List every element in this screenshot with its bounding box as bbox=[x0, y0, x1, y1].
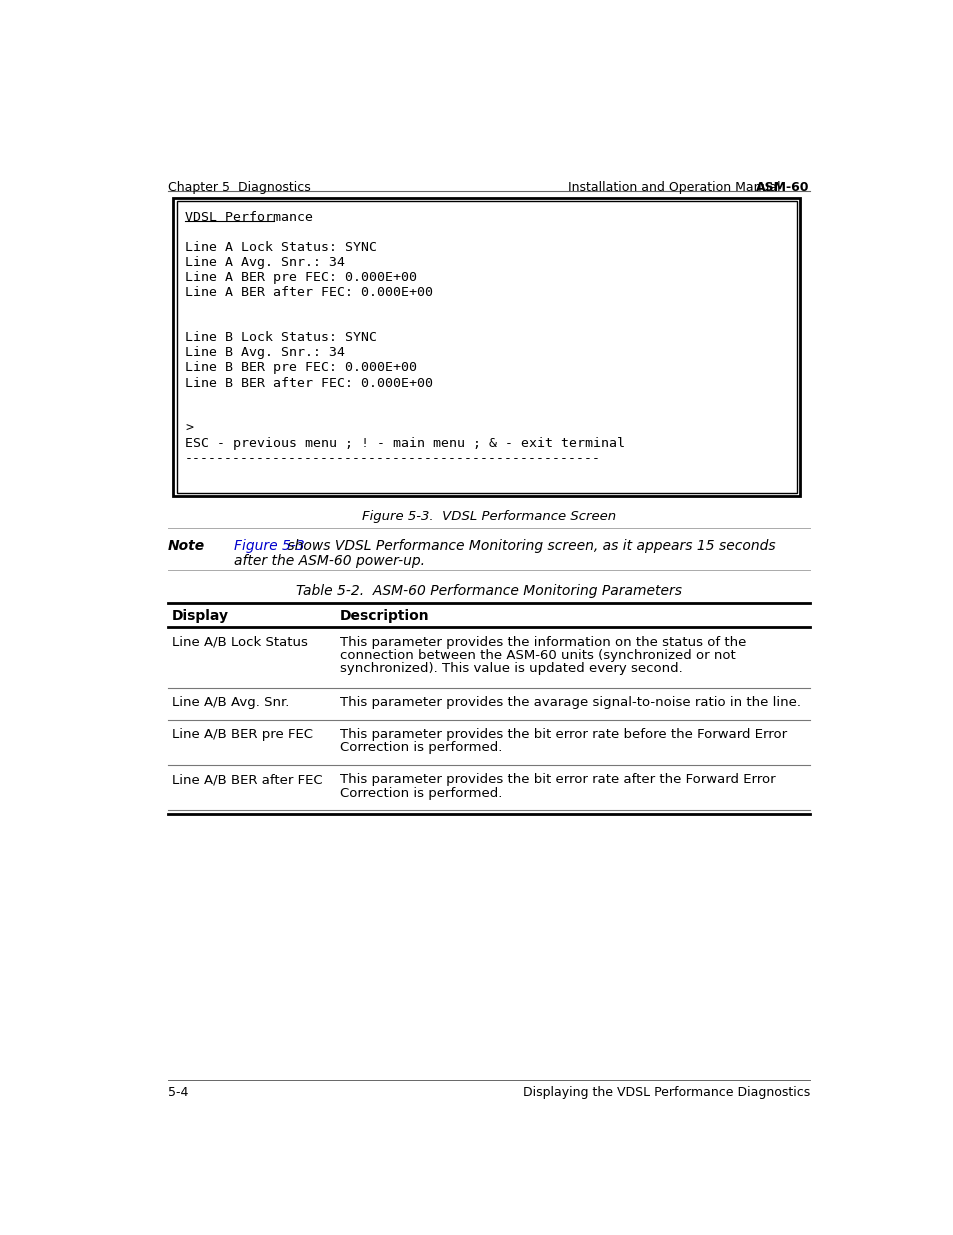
Bar bbox=[176, 201, 796, 493]
Text: Line A/B Lock Status: Line A/B Lock Status bbox=[172, 636, 308, 648]
Text: This parameter provides the information on the status of the: This parameter provides the information … bbox=[340, 636, 745, 648]
Text: ----------------------------------------------------: ----------------------------------------… bbox=[185, 452, 600, 464]
Text: Display: Display bbox=[172, 609, 229, 624]
Text: 5-4: 5-4 bbox=[168, 1086, 189, 1099]
Text: after the ASM-60 power-up.: after the ASM-60 power-up. bbox=[233, 555, 424, 568]
Text: This parameter provides the bit error rate after the Forward Error: This parameter provides the bit error ra… bbox=[340, 773, 775, 787]
Text: Line A/B BER pre FEC: Line A/B BER pre FEC bbox=[172, 727, 313, 741]
Text: Displaying the VDSL Performance Diagnostics: Displaying the VDSL Performance Diagnost… bbox=[522, 1086, 809, 1099]
Text: Line A/B Avg. Snr.: Line A/B Avg. Snr. bbox=[172, 697, 289, 709]
Text: Correction is performed.: Correction is performed. bbox=[340, 787, 502, 799]
Text: Line B BER after FEC: 0.000E+00: Line B BER after FEC: 0.000E+00 bbox=[185, 377, 433, 389]
Text: ESC - previous menu ; ! - main menu ; & - exit terminal: ESC - previous menu ; ! - main menu ; & … bbox=[185, 436, 624, 450]
Bar bbox=[173, 199, 799, 496]
Text: Note: Note bbox=[168, 540, 205, 553]
Text: Figure 5-3: Figure 5-3 bbox=[233, 540, 304, 553]
Text: Line A/B BER after FEC: Line A/B BER after FEC bbox=[172, 773, 322, 787]
Text: Chapter 5  Diagnostics: Chapter 5 Diagnostics bbox=[168, 180, 311, 194]
Text: Line A BER pre FEC: 0.000E+00: Line A BER pre FEC: 0.000E+00 bbox=[185, 272, 416, 284]
Text: This parameter provides the bit error rate before the Forward Error: This parameter provides the bit error ra… bbox=[340, 727, 786, 741]
Text: Table 5-2.  ASM-60 Performance Monitoring Parameters: Table 5-2. ASM-60 Performance Monitoring… bbox=[295, 584, 681, 598]
Text: VDSL Performance: VDSL Performance bbox=[185, 211, 313, 225]
Text: >: > bbox=[185, 421, 193, 435]
Text: Line B BER pre FEC: 0.000E+00: Line B BER pre FEC: 0.000E+00 bbox=[185, 362, 416, 374]
Text: Line A BER after FEC: 0.000E+00: Line A BER after FEC: 0.000E+00 bbox=[185, 287, 433, 299]
Text: Installation and Operation Manual: Installation and Operation Manual bbox=[563, 180, 780, 194]
Text: Line B Lock Status: SYNC: Line B Lock Status: SYNC bbox=[185, 331, 376, 345]
Text: ASM-60: ASM-60 bbox=[756, 180, 809, 194]
Text: connection between the ASM-60 units (synchronized or not: connection between the ASM-60 units (syn… bbox=[340, 648, 735, 662]
Text: This parameter provides the avarage signal-to-noise ratio in the line.: This parameter provides the avarage sign… bbox=[340, 697, 801, 709]
Text: Correction is performed.: Correction is performed. bbox=[340, 741, 502, 755]
Text: Line B Avg. Snr.: 34: Line B Avg. Snr.: 34 bbox=[185, 347, 345, 359]
Text: synchronized). This value is updated every second.: synchronized). This value is updated eve… bbox=[340, 662, 682, 674]
Text: Description: Description bbox=[340, 609, 429, 624]
Text: Line A Lock Status: SYNC: Line A Lock Status: SYNC bbox=[185, 241, 376, 254]
Text: Figure 5-3.  VDSL Performance Screen: Figure 5-3. VDSL Performance Screen bbox=[361, 510, 616, 524]
Text: shows VDSL Performance Monitoring screen, as it appears 15 seconds: shows VDSL Performance Monitoring screen… bbox=[282, 540, 775, 553]
Text: Line A Avg. Snr.: 34: Line A Avg. Snr.: 34 bbox=[185, 257, 345, 269]
